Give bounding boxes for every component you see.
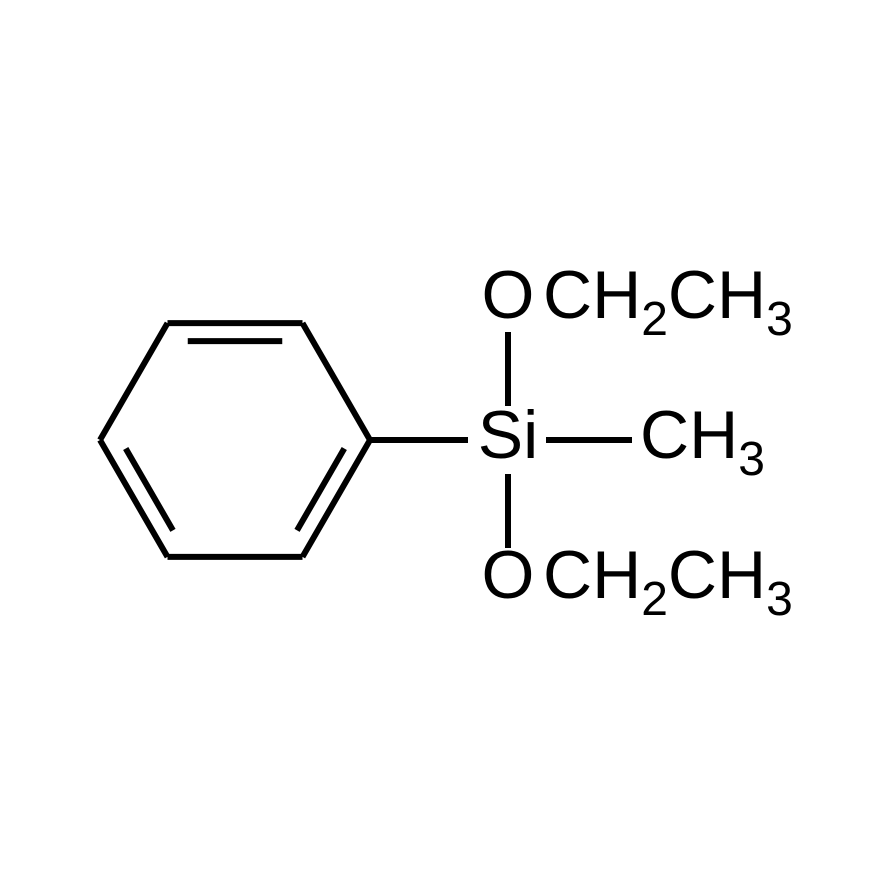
svg-text:CH3: CH3 xyxy=(640,397,765,486)
svg-text:O: O xyxy=(482,257,535,333)
molecule-diagram: SiCH3OCH2CH3OCH2CH3 xyxy=(0,0,890,890)
svg-text:CH2CH3: CH2CH3 xyxy=(543,537,793,626)
svg-text:O: O xyxy=(482,537,535,613)
svg-text:CH2CH3: CH2CH3 xyxy=(543,257,793,346)
svg-text:Si: Si xyxy=(478,397,538,473)
